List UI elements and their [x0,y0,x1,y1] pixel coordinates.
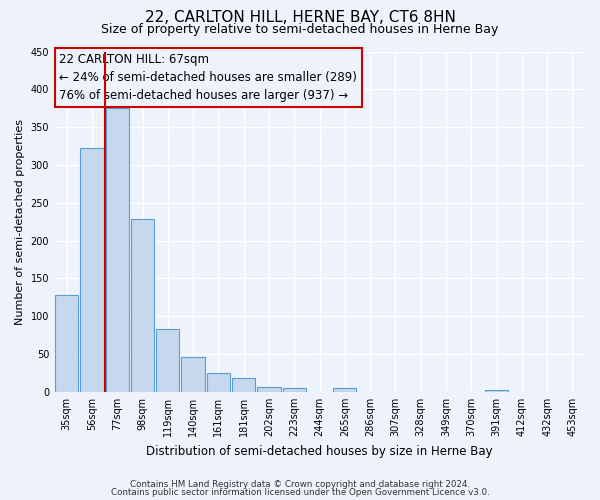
Bar [207,373,230,392]
Y-axis label: Number of semi-detached properties: Number of semi-detached properties [15,118,25,324]
Bar [156,329,179,392]
Bar [80,148,104,392]
Bar [232,378,256,392]
Bar [333,388,356,392]
Text: 22 CARLTON HILL: 67sqm
← 24% of semi-detached houses are smaller (289)
76% of se: 22 CARLTON HILL: 67sqm ← 24% of semi-det… [59,53,357,102]
Bar [257,386,281,392]
Text: Contains HM Land Registry data © Crown copyright and database right 2024.: Contains HM Land Registry data © Crown c… [130,480,470,489]
Bar [283,388,306,392]
Bar [485,390,508,392]
Bar [55,295,79,392]
X-axis label: Distribution of semi-detached houses by size in Herne Bay: Distribution of semi-detached houses by … [146,444,493,458]
Text: Contains public sector information licensed under the Open Government Licence v3: Contains public sector information licen… [110,488,490,497]
Bar [106,108,129,392]
Text: Size of property relative to semi-detached houses in Herne Bay: Size of property relative to semi-detach… [101,22,499,36]
Text: 22, CARLTON HILL, HERNE BAY, CT6 8HN: 22, CARLTON HILL, HERNE BAY, CT6 8HN [145,10,455,25]
Bar [131,220,154,392]
Bar [181,357,205,392]
